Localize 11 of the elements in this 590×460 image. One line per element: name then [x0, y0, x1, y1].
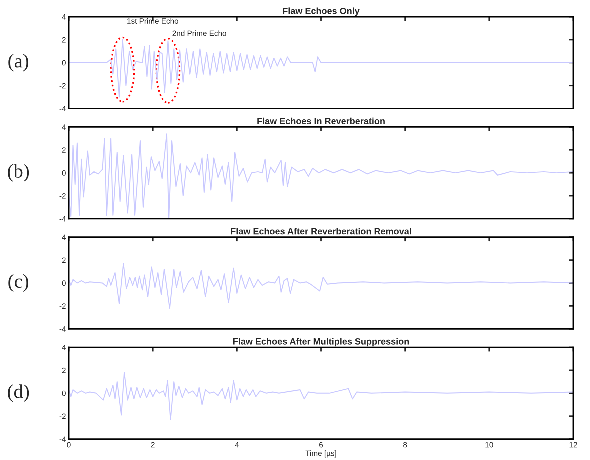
text: (a) — [8, 54, 29, 72]
chart-title: Flaw Echoes After Multiples Suppression — [233, 338, 410, 347]
text: (c) — [8, 274, 29, 292]
line-series — [69, 39, 574, 98]
line-series — [69, 263, 574, 309]
text: (b) — [8, 164, 30, 182]
text: (d) — [8, 384, 30, 402]
chart-title: Flaw Echoes Only — [283, 8, 360, 16]
chart-title: Flaw Echoes After Reverberation Removal — [231, 228, 412, 235]
line-series — [69, 372, 574, 420]
chart-title: Flaw Echoes In Reverberation — [258, 118, 385, 124]
